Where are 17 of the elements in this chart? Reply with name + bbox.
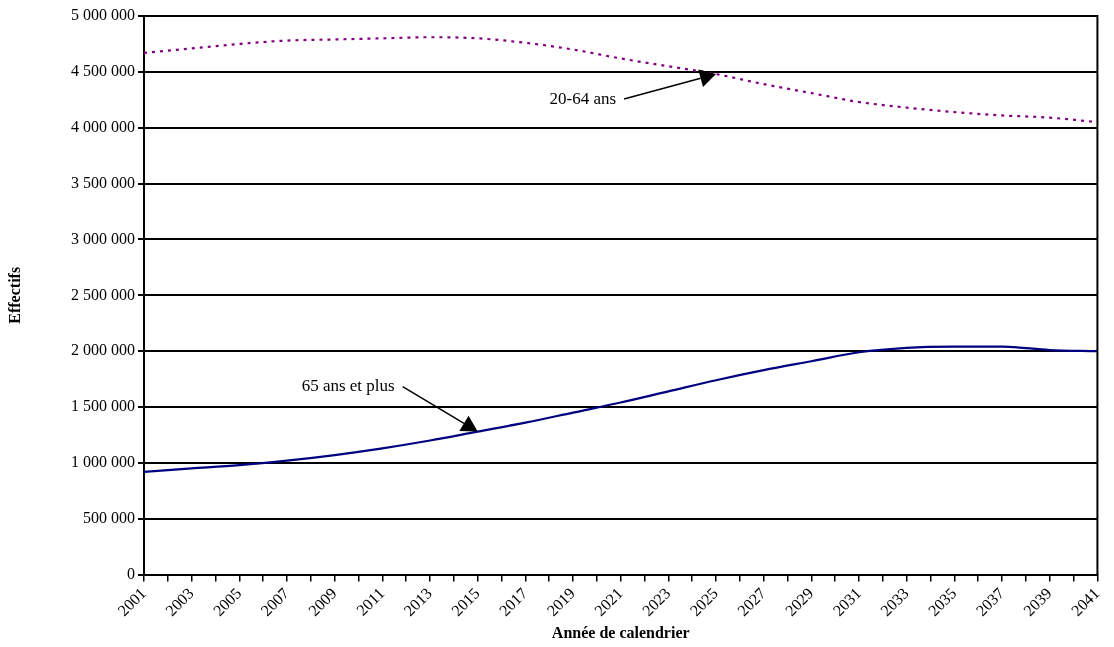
x-tick-label: 2031 (829, 584, 865, 620)
y-axis-title: Effectifs (5, 266, 23, 324)
text: 65 ans et plus (301, 376, 395, 396)
y-tick-label: 5 000 000 (71, 6, 135, 24)
y-tick-label: 1 000 000 (71, 453, 135, 471)
x-tick-label: 2011 (353, 584, 388, 619)
series-label: 20-64 ans (549, 88, 617, 108)
y-tick-label: 3 000 000 (71, 229, 135, 247)
y-tick-label: 4 000 000 (71, 117, 135, 135)
y-tick-label: 0 (127, 564, 135, 582)
y-tick-label: 2 000 000 (71, 341, 135, 359)
y-tick-label: 1 500 000 (71, 397, 135, 415)
y-tick-label: 3 500 000 (71, 173, 135, 191)
y-tick-label: 500 000 (83, 508, 135, 526)
y-tick-label: 4 500 000 (71, 62, 135, 80)
x-axis-title: Année de calendrier (551, 623, 690, 641)
y-tick-label: 2 500 000 (71, 285, 135, 303)
